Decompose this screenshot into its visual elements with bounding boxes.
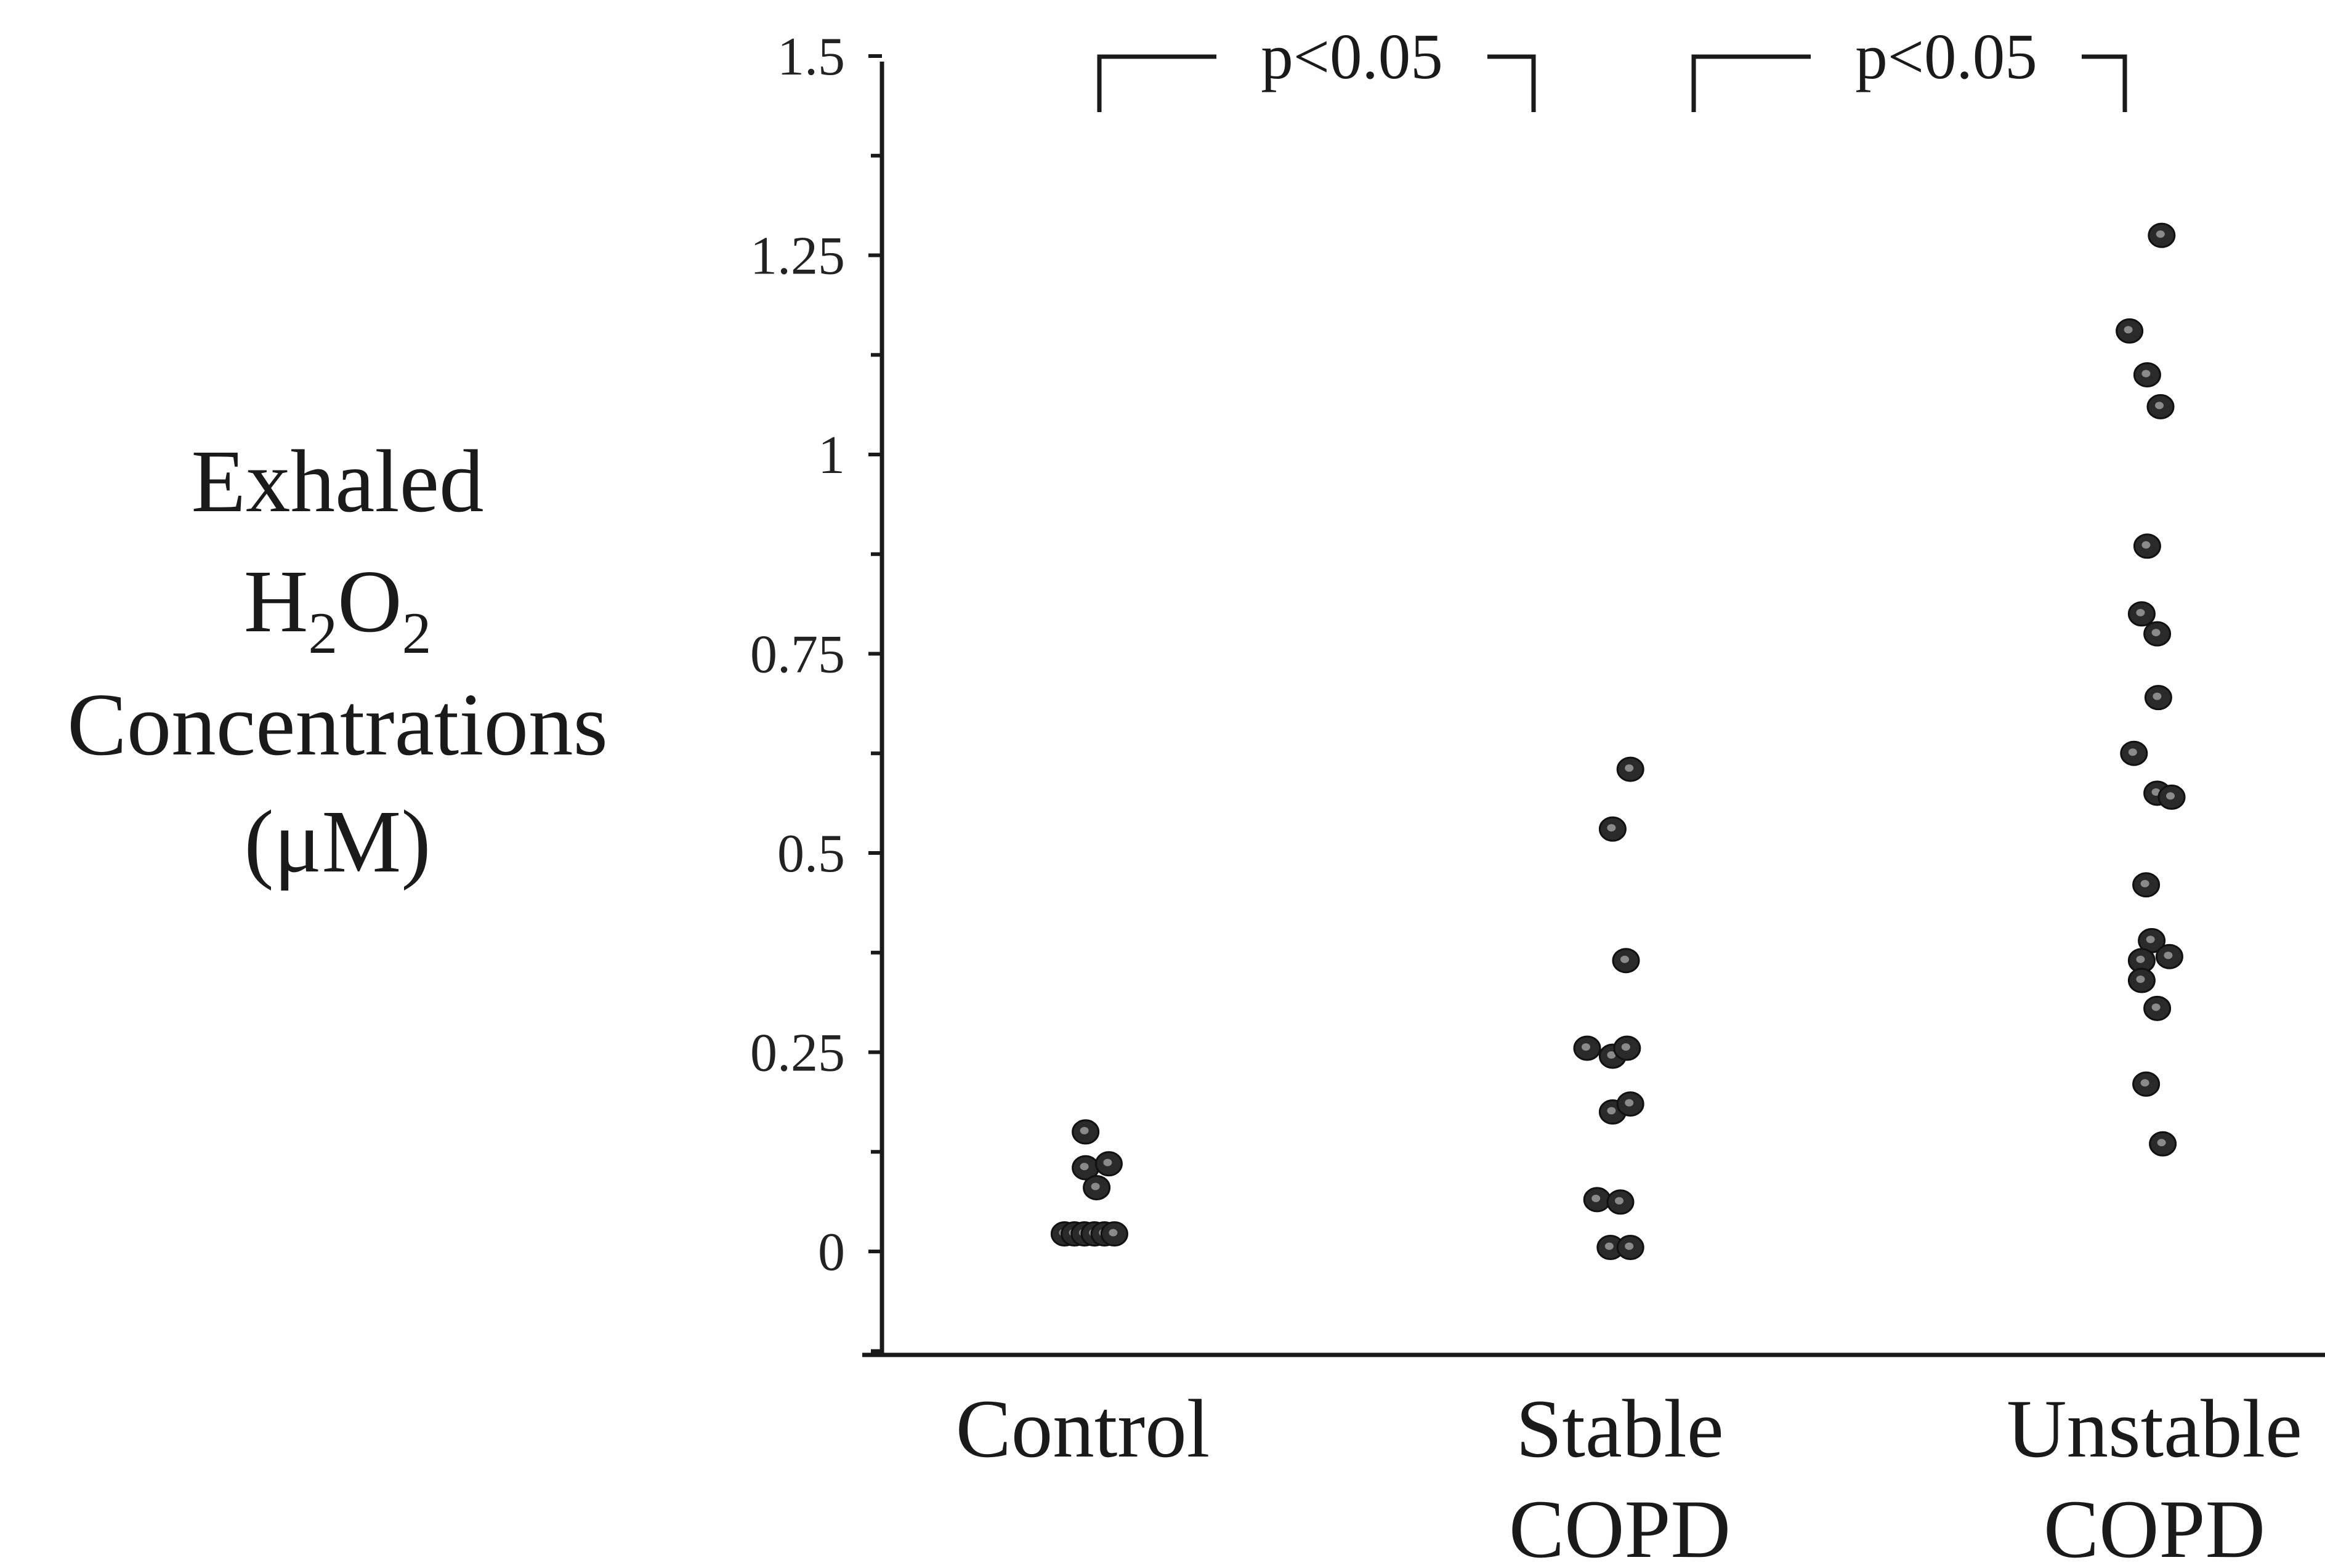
category-label-0: Control — [956, 1383, 1210, 1475]
y-axis-title-line-3: Concentrations — [67, 676, 608, 774]
data-point-0-0 — [1072, 1119, 1100, 1145]
y-axis-ticks: 0 0.25 0.5 0.75 1 1.25 1.5 — [750, 27, 882, 1353]
y-tick-label-6: 1.5 — [777, 27, 845, 87]
data-point-1-0 — [1616, 756, 1644, 782]
significance-bracket-1 — [1691, 54, 2127, 112]
y-tick-label-0: 0 — [818, 1222, 845, 1282]
category-label-2-line-2: COPD — [2044, 1484, 2265, 1568]
data-point-2-17 — [2132, 1071, 2161, 1097]
data-point-1-8 — [1583, 1187, 1611, 1213]
y-axis-title-line-2: H2O2 — [244, 552, 431, 666]
data-point-2-7 — [2144, 685, 2172, 711]
data-point-2-12 — [2138, 927, 2166, 953]
category-label-1-line-2: COPD — [1509, 1484, 1731, 1568]
data-point-1-5 — [1613, 1035, 1641, 1061]
data-point-2-2 — [2133, 362, 2161, 388]
significance-brackets: p<0.05 p<0.05 — [1097, 20, 2127, 112]
data-point-2-18 — [2149, 1131, 2177, 1157]
y-tick-label-2: 0.5 — [777, 824, 845, 884]
data-points — [1050, 222, 2186, 1261]
y-axis-title-line-4: (μM) — [244, 793, 431, 891]
data-point-2-15 — [2127, 968, 2156, 993]
significance-label-1: p<0.05 — [1855, 20, 2037, 92]
data-point-2-6 — [2143, 621, 2172, 647]
data-point-0-3 — [1083, 1174, 1111, 1200]
y-axis-title-o: O — [338, 552, 402, 651]
data-point-0-2 — [1094, 1151, 1123, 1177]
data-point-2-8 — [2120, 740, 2148, 766]
y-tick-label-3: 0.75 — [750, 625, 845, 685]
data-point-2-16 — [2143, 995, 2172, 1021]
data-point-2-11 — [2132, 872, 2161, 898]
data-point-2-5 — [2127, 601, 2156, 627]
category-label-2: Unstable — [2007, 1383, 2302, 1475]
category-label-1: Stable — [1516, 1383, 1723, 1475]
y-axis-title-line-1: Exhaled — [191, 432, 483, 531]
y-tick-label-5: 1.25 — [750, 227, 845, 286]
data-point-1-7 — [1616, 1091, 1644, 1117]
y-axis-title: Exhaled H2O2 Concentrations (μM) — [67, 432, 608, 891]
significance-bracket-0 — [1097, 54, 1536, 112]
data-point-0-9 — [1100, 1221, 1128, 1247]
data-point-2-14 — [2155, 944, 2183, 969]
data-point-1-9 — [1606, 1189, 1635, 1215]
y-axis-title-h: H — [244, 552, 309, 651]
data-point-2-1 — [2116, 318, 2144, 344]
data-point-1-3 — [1573, 1035, 1601, 1061]
data-point-1-2 — [1612, 948, 1640, 974]
data-point-1-11 — [1616, 1235, 1644, 1261]
data-point-2-10 — [2157, 784, 2186, 810]
y-tick-label-1: 0.25 — [750, 1024, 845, 1083]
data-point-1-1 — [1598, 816, 1627, 842]
data-point-2-3 — [2146, 394, 2175, 419]
y-axis-title-sub-2: 2 — [402, 600, 432, 666]
y-tick-label-4: 1 — [818, 426, 845, 485]
x-axis-category-labels: Control Stable COPD Unstable COPD — [956, 1383, 2302, 1568]
y-axis-title-sub-1: 2 — [309, 600, 338, 666]
data-point-2-0 — [2148, 222, 2176, 248]
significance-label-0: p<0.05 — [1261, 20, 1442, 92]
data-point-2-4 — [2133, 533, 2161, 559]
